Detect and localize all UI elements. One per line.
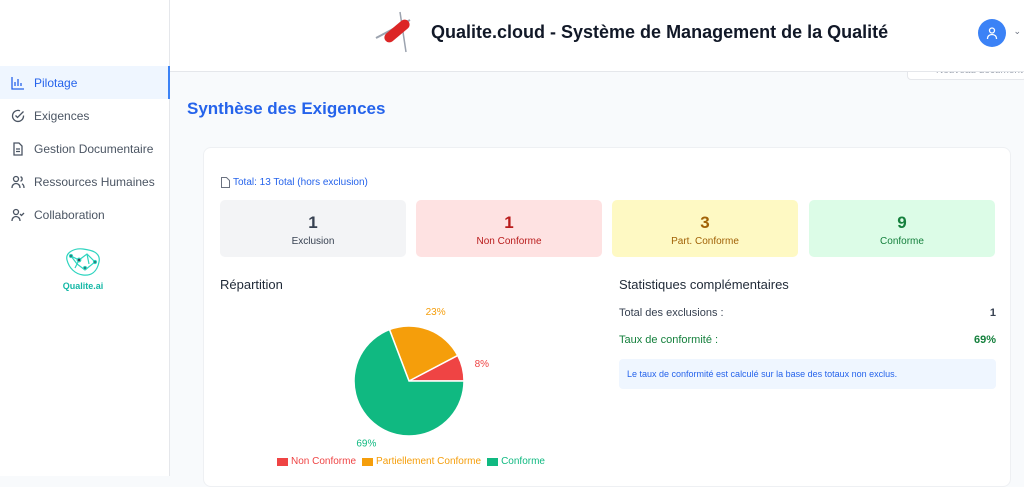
exclusions-label: Total des exclusions : bbox=[619, 307, 724, 319]
rate-row: Taux de conformité : 69% bbox=[619, 334, 996, 346]
brand-name: Qualite.ai bbox=[62, 281, 104, 291]
app-title: Qualite.cloud - Système de Management de… bbox=[431, 22, 889, 42]
swiss-knife-logo bbox=[375, 11, 411, 53]
stat-label: Part. Conforme bbox=[671, 236, 739, 247]
bar-chart-icon bbox=[11, 76, 24, 90]
sidebar-item-pilotage[interactable]: Pilotage bbox=[0, 66, 170, 99]
stat-label: Non Conforme bbox=[476, 236, 542, 247]
pie-slice-partiellement-conforme[interactable] bbox=[388, 325, 459, 383]
legend-item-conforme[interactable]: Conforme bbox=[487, 456, 545, 467]
stat-value: 1 bbox=[504, 213, 514, 232]
stat-value: 1 bbox=[308, 213, 318, 232]
stat-value: 3 bbox=[700, 213, 710, 232]
file-text-icon bbox=[13, 141, 23, 156]
legend-label: Partiellement Conforme bbox=[376, 456, 482, 467]
stat-card-non-conforme: 1 Non Conforme bbox=[416, 200, 602, 257]
chart-legend: Non Conforme Partiellement Conforme Conf… bbox=[277, 456, 545, 467]
exclusions-value: 1 bbox=[989, 307, 996, 319]
legend-label: Conforme bbox=[501, 456, 545, 467]
stat-card-conforme: 9 Conforme bbox=[809, 200, 995, 257]
repartition-title: Répartition bbox=[220, 277, 283, 292]
stat-label: Conforme bbox=[880, 236, 924, 247]
legend-swatch bbox=[362, 457, 374, 466]
total-text: Total: 13 Total (hors exclusion) bbox=[233, 177, 368, 188]
pie-chart: 8% 23% 69% bbox=[353, 307, 490, 450]
rate-value: 69% bbox=[973, 334, 996, 346]
qualite-ai-logo: Qualite.ai bbox=[55, 246, 111, 291]
user-check-icon bbox=[11, 208, 25, 221]
sidebar-item-collaboration[interactable]: Collaboration bbox=[0, 198, 170, 231]
sidebar-item-ressources-humaines[interactable]: Ressources Humaines bbox=[0, 165, 170, 198]
rate-label: Taux de conformité : bbox=[619, 334, 719, 346]
stat-card-part-conforme: 3 Part. Conforme bbox=[612, 200, 798, 257]
extra-stats-title: Statistiques complémentaires bbox=[619, 277, 789, 292]
legend-label: Non Conforme bbox=[291, 456, 357, 467]
pie-data-label: 69% bbox=[356, 439, 376, 450]
users-icon bbox=[11, 175, 25, 188]
sidebar-item-label: Ressources Humaines bbox=[34, 174, 155, 189]
legend-item-non-conforme[interactable]: Non Conforme bbox=[277, 456, 356, 467]
sidebar-item-label: Exigences bbox=[34, 108, 90, 123]
header: Qualite.cloud - Système de Management de… bbox=[170, 0, 1024, 72]
check-circle-icon bbox=[11, 109, 25, 122]
summary-card: Total: 13 Total (hors exclusion) 1 Exclus… bbox=[203, 147, 1011, 487]
sidebar-item-label: Gestion Documentaire bbox=[34, 141, 154, 156]
info-note: Le taux de conformité est calculé sur la… bbox=[619, 359, 996, 389]
sidebar-item-gestion-documentaire[interactable]: Gestion Documentaire bbox=[0, 132, 170, 165]
legend-item-partiellement-conforme[interactable]: Partiellement Conforme bbox=[362, 456, 481, 467]
legend-swatch bbox=[277, 457, 288, 466]
user-avatar-button[interactable] bbox=[978, 19, 1006, 47]
stat-value: 9 bbox=[897, 213, 907, 232]
pie-slice-conforme[interactable] bbox=[353, 328, 465, 437]
document-icon bbox=[221, 177, 230, 188]
user-icon bbox=[986, 27, 998, 40]
page-title: Synthèse des Exigences bbox=[187, 99, 386, 118]
sidebar-item-exigences[interactable]: Exigences bbox=[0, 99, 170, 132]
sidebar: Pilotage Exigences Gestion Documentaire … bbox=[0, 0, 170, 476]
stat-card-exclusion: 1 Exclusion bbox=[220, 200, 406, 257]
sidebar-nav: Pilotage Exigences Gestion Documentaire … bbox=[0, 66, 170, 231]
stat-label: Exclusion bbox=[291, 236, 335, 247]
brain-network-icon bbox=[66, 248, 100, 276]
pie-data-label: 23% bbox=[426, 307, 446, 318]
total-label: Total: 13 Total (hors exclusion) bbox=[221, 177, 368, 188]
sidebar-item-label: Collaboration bbox=[34, 207, 105, 222]
sidebar-item-label: Pilotage bbox=[34, 75, 78, 90]
exclusions-row: Total des exclusions : 1 bbox=[619, 307, 996, 319]
pie-data-label: 8% bbox=[475, 359, 490, 370]
chevron-down-icon[interactable]: ⌄ bbox=[1013, 26, 1021, 36]
legend-swatch bbox=[487, 457, 499, 466]
